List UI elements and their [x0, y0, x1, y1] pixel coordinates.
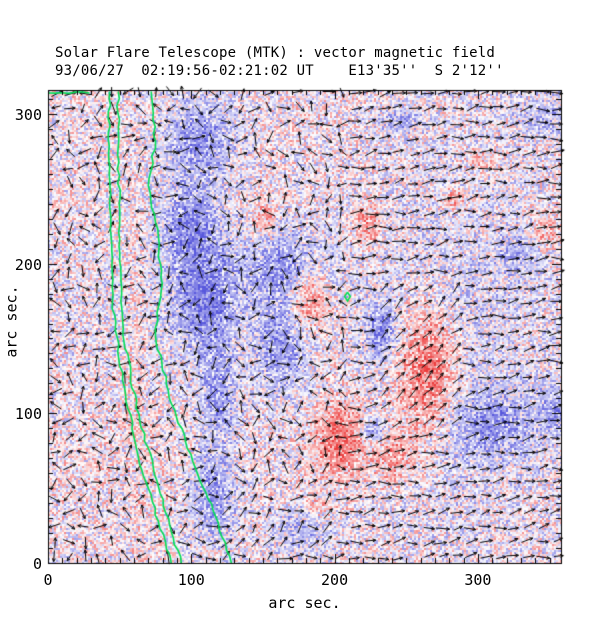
x-tick-label: 100	[177, 571, 205, 589]
y-tick-label: 100	[14, 405, 42, 424]
plot-subtitle: 93/06/27 02:19:56-02:21:02 UT E13'35'' S…	[55, 63, 504, 79]
x-tick-label: 300	[464, 571, 492, 589]
y-tick-label: 300	[14, 105, 42, 124]
x-tick-label: 0	[43, 571, 53, 589]
x-tick-label: 200	[321, 571, 349, 589]
y-axis-label: arc sec.	[2, 285, 21, 358]
plot-title: Solar Flare Telescope (MTK) : vector mag…	[55, 45, 496, 61]
y-tick-label: 0	[32, 555, 42, 573]
y-tick-label: 200	[14, 255, 42, 274]
x-axis-label: arc sec.	[268, 594, 341, 612]
